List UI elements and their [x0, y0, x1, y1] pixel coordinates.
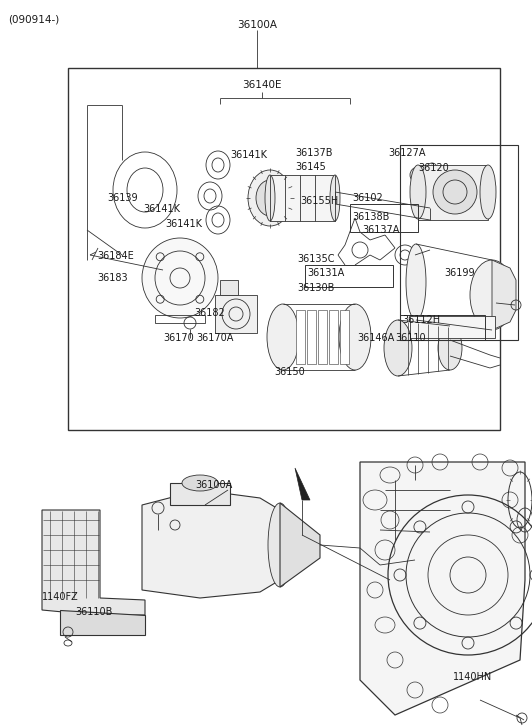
Bar [307, 310, 316, 364]
Text: 36110B: 36110B [75, 607, 112, 617]
Polygon shape [295, 468, 310, 500]
Text: 36139: 36139 [107, 193, 138, 203]
Ellipse shape [470, 260, 514, 330]
Ellipse shape [267, 304, 299, 370]
Bar [296, 310, 305, 364]
Text: 36130B: 36130B [297, 283, 335, 293]
Bar [350, 204, 418, 232]
Text: 36110: 36110 [395, 333, 426, 343]
Polygon shape [42, 510, 145, 615]
Text: 36155H: 36155H [300, 196, 338, 206]
Ellipse shape [248, 170, 292, 226]
Polygon shape [360, 462, 525, 715]
Ellipse shape [330, 175, 340, 221]
Text: 36140E: 36140E [242, 80, 282, 90]
Text: 36146A: 36146A [357, 333, 394, 343]
Text: 36141K: 36141K [165, 219, 202, 229]
Text: 36170A: 36170A [196, 333, 234, 343]
Bar [155, 315, 205, 323]
Bar [215, 295, 257, 333]
Text: 36150: 36150 [274, 367, 305, 377]
Text: 36131A: 36131A [307, 268, 344, 278]
Ellipse shape [339, 304, 371, 370]
Text: 36102: 36102 [352, 193, 383, 203]
Bar [220, 280, 238, 295]
Text: 36170: 36170 [163, 333, 194, 343]
Ellipse shape [410, 165, 426, 219]
Text: 36145: 36145 [295, 162, 326, 172]
Text: 1140HN: 1140HN [453, 672, 492, 682]
Ellipse shape [182, 475, 218, 491]
Polygon shape [60, 610, 145, 635]
Ellipse shape [410, 167, 426, 183]
Bar [270, 175, 335, 221]
Ellipse shape [142, 238, 218, 318]
Ellipse shape [433, 170, 477, 214]
Text: 36182: 36182 [194, 308, 225, 318]
Ellipse shape [256, 180, 284, 216]
Text: 36120: 36120 [418, 163, 449, 173]
Bar [418, 165, 488, 220]
Text: 36199: 36199 [444, 268, 475, 278]
Bar [305, 265, 393, 287]
Bar [410, 316, 495, 338]
Ellipse shape [480, 165, 496, 219]
Text: 36127A: 36127A [388, 148, 426, 158]
Text: 36137B: 36137B [295, 148, 332, 158]
Ellipse shape [384, 320, 412, 376]
Text: 36112H: 36112H [402, 315, 440, 325]
Text: (090914-): (090914-) [8, 14, 59, 24]
Text: 36135C: 36135C [297, 254, 335, 264]
Ellipse shape [438, 326, 462, 370]
Bar [329, 310, 338, 364]
Text: 36183: 36183 [97, 273, 128, 283]
Polygon shape [492, 260, 516, 330]
Bar [340, 310, 349, 364]
Ellipse shape [406, 244, 426, 320]
Bar [318, 310, 327, 364]
Text: 36141K: 36141K [230, 150, 267, 160]
Polygon shape [142, 490, 280, 598]
Text: 36184E: 36184E [97, 251, 134, 261]
Ellipse shape [265, 175, 275, 221]
Bar [68, 68, 500, 430]
Bar [400, 315, 485, 340]
Text: 36141K: 36141K [143, 204, 180, 214]
Text: 1140FZ: 1140FZ [42, 592, 79, 602]
Text: 36138B: 36138B [352, 212, 389, 222]
Text: 36100A: 36100A [237, 20, 277, 30]
Text: 36100A: 36100A [195, 480, 232, 490]
Ellipse shape [268, 503, 292, 587]
Text: 36137A: 36137A [362, 225, 400, 235]
Bar [170, 483, 230, 505]
Polygon shape [280, 503, 320, 587]
